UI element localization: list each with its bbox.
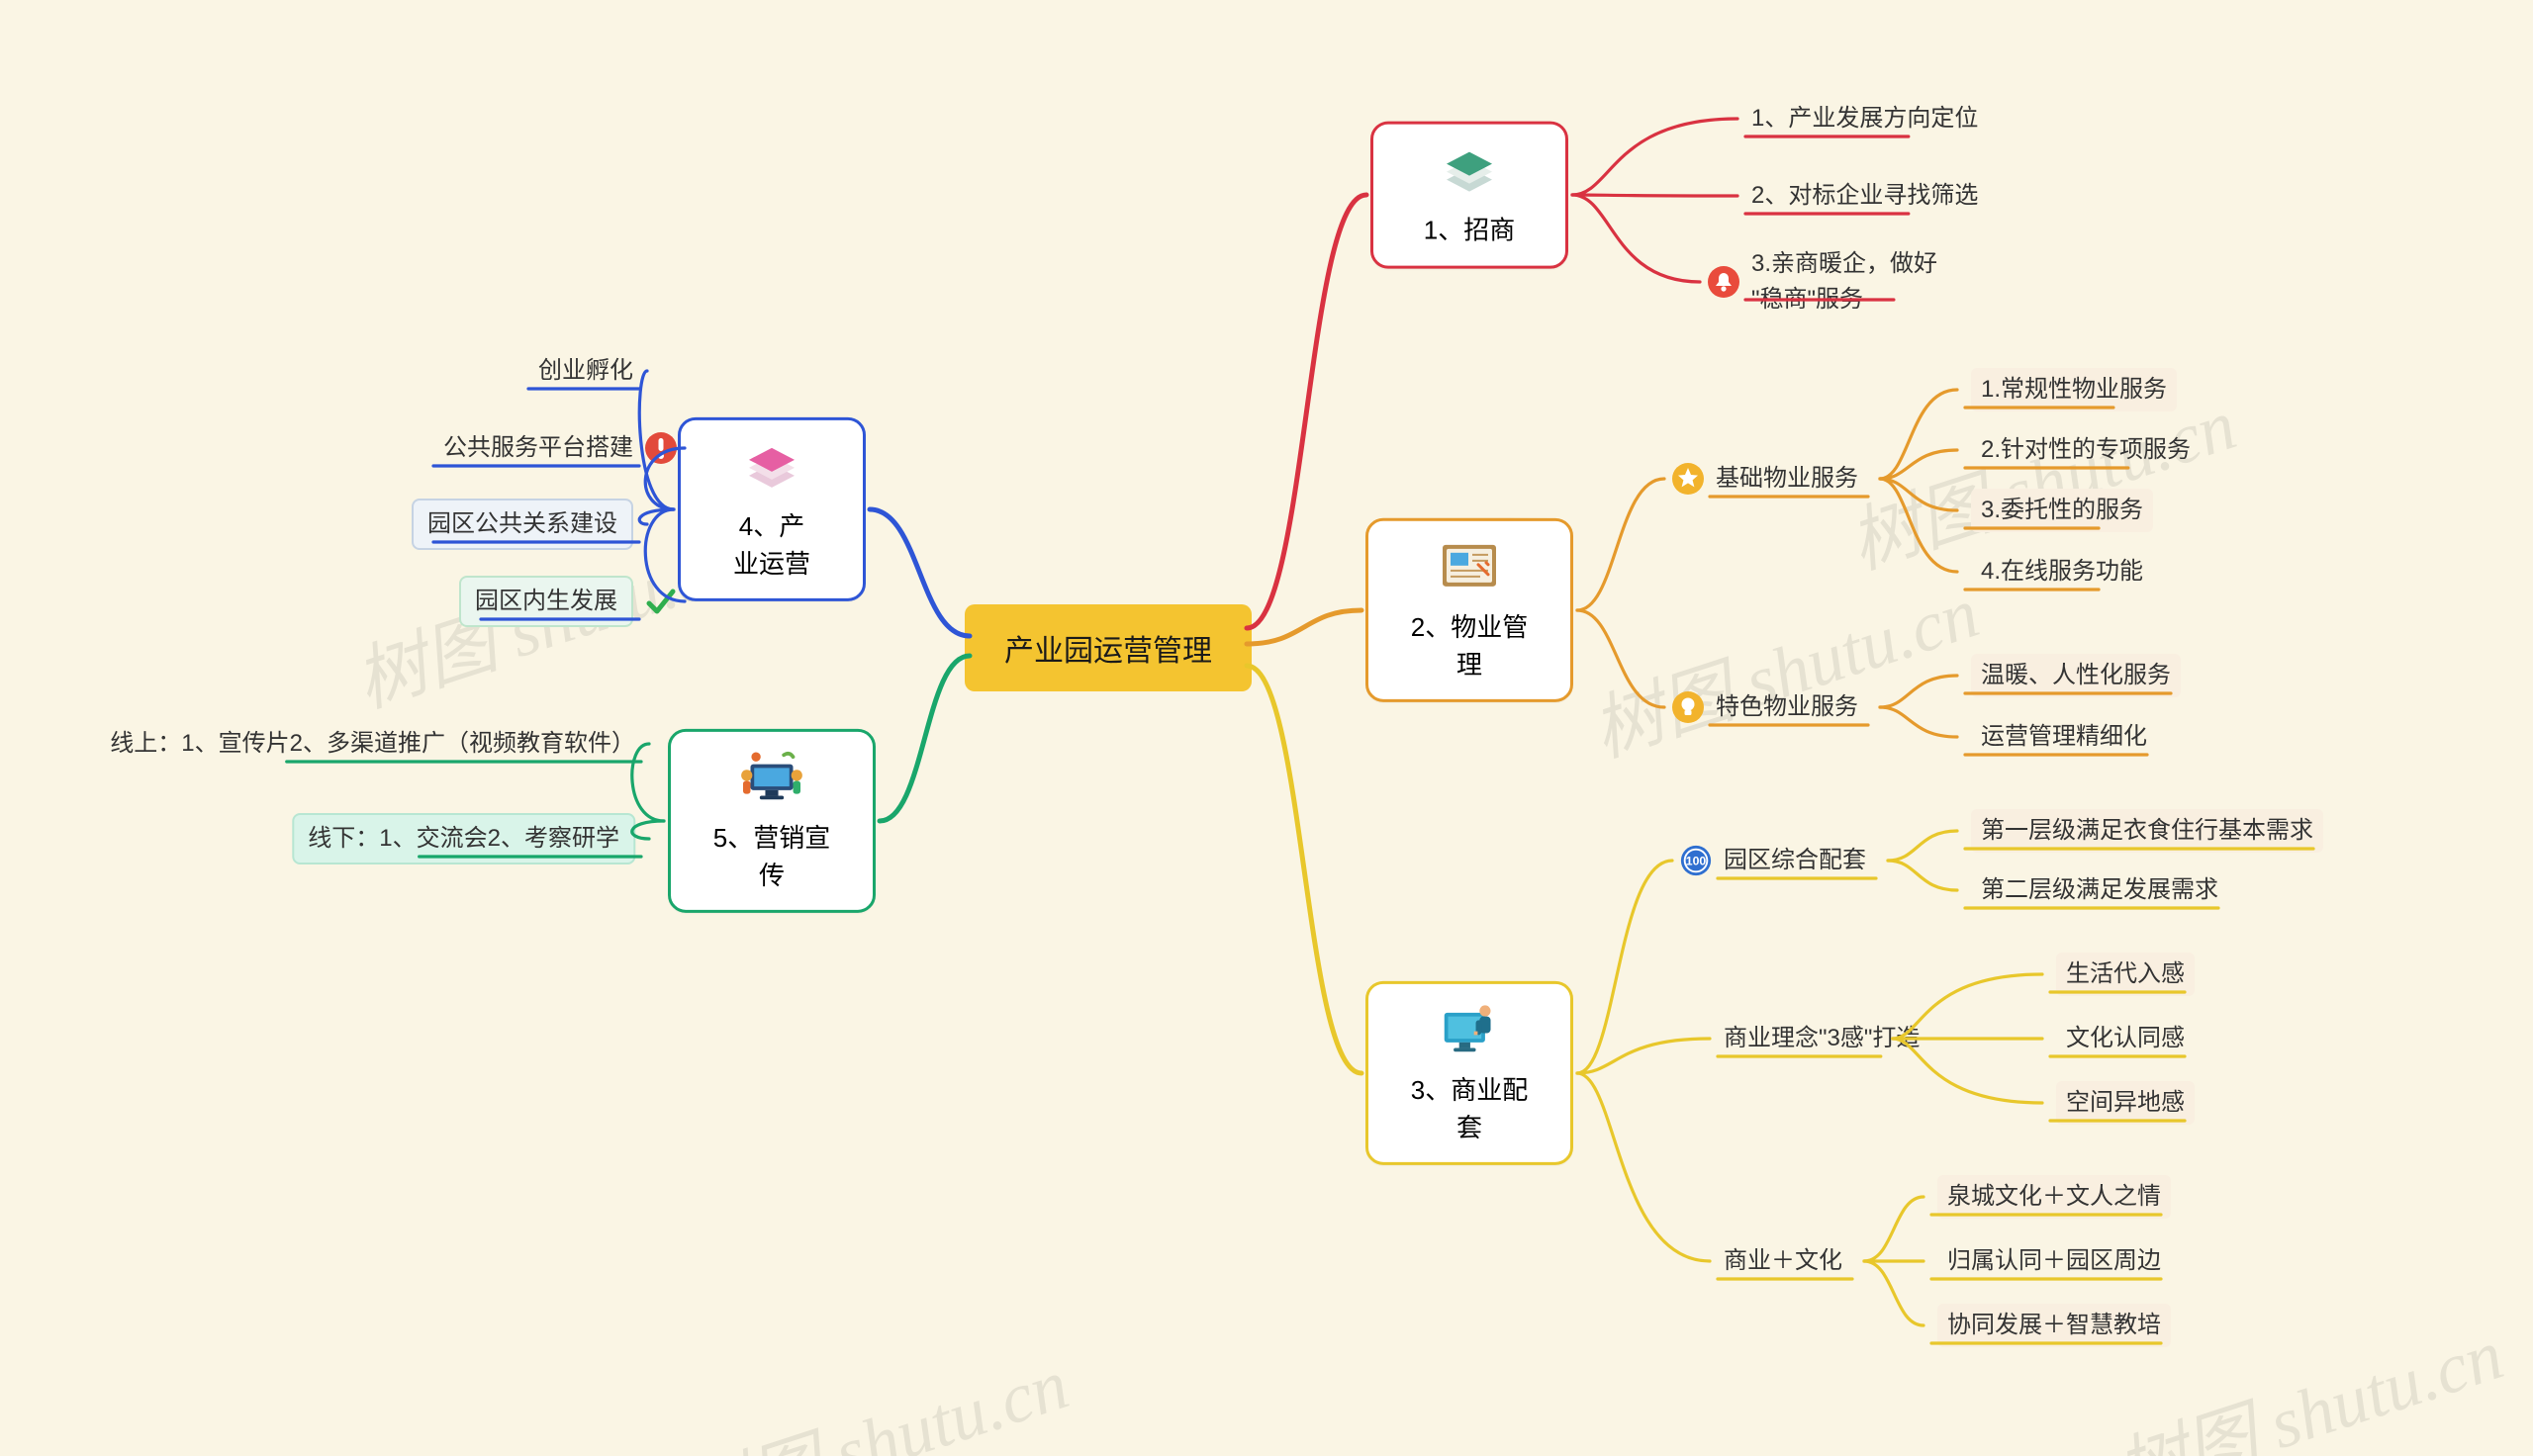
badge-icon bbox=[1671, 462, 1705, 496]
leaf[interactable]: 运营管理精细化 bbox=[1971, 715, 2157, 759]
leaf[interactable]: 生活代入感 bbox=[2056, 953, 2195, 996]
leaf[interactable]: 特色物业服务 bbox=[1716, 683, 1858, 731]
leaf[interactable]: 园区综合配套 bbox=[1724, 837, 1866, 884]
branch-label: 5、营销宣传 bbox=[713, 820, 830, 894]
leaf[interactable]: 基础物业服务 bbox=[1716, 455, 1858, 502]
branch-icon bbox=[1435, 140, 1504, 203]
leaf[interactable]: 第二层级满足发展需求 bbox=[1971, 868, 2228, 912]
badge-icon bbox=[644, 431, 678, 465]
leaf[interactable]: 2.针对性的专项服务 bbox=[1971, 428, 2201, 472]
leaf[interactable]: 1、产业发展方向定位 bbox=[1751, 95, 1978, 142]
watermark: 树图 shutu.cn bbox=[667, 1325, 1079, 1456]
watermark: 树图 shutu.cn bbox=[1577, 554, 1990, 776]
branch-label: 4、产业运营 bbox=[733, 508, 810, 583]
branch-label: 2、物业管理 bbox=[1411, 609, 1528, 683]
leaf[interactable]: 温暖、人性化服务 bbox=[1971, 654, 2181, 697]
leaf[interactable]: 归属认同＋园区周边 bbox=[1937, 1239, 2171, 1283]
branch-label: 1、招商 bbox=[1424, 213, 1515, 250]
leaf[interactable]: 泉城文化＋文人之情 bbox=[1937, 1175, 2171, 1219]
badge-icon: 100 bbox=[1679, 844, 1713, 877]
badge-icon bbox=[1707, 265, 1740, 299]
central-topic[interactable]: 产业园运营管理 bbox=[965, 604, 1252, 691]
leaf[interactable]: 公共服务平台搭建 bbox=[443, 424, 633, 472]
branch-node[interactable]: 4、产业运营 bbox=[678, 417, 866, 601]
leaf[interactable]: 3.委托性的服务 bbox=[1971, 489, 2153, 532]
central-label: 产业园运营管理 bbox=[1004, 635, 1212, 668]
branch-node[interactable]: 5、营销宣传 bbox=[668, 729, 876, 913]
svg-text:100: 100 bbox=[1686, 855, 1707, 868]
branch-icon bbox=[737, 436, 806, 499]
branch-icon bbox=[1435, 1000, 1504, 1062]
leaf[interactable]: 协同发展＋智慧教培 bbox=[1937, 1304, 2171, 1347]
leaf[interactable]: 第一层级满足衣食住行基本需求 bbox=[1971, 809, 2323, 853]
leaf[interactable]: 2、对标企业寻找筛选 bbox=[1751, 172, 1978, 220]
branch-label: 3、商业配套 bbox=[1411, 1072, 1528, 1146]
leaf[interactable]: 线上：1、宣传片2、多渠道推广（视频教育软件） bbox=[110, 720, 635, 768]
leaf[interactable]: 3.亲商暖企，做好"稳商"服务 bbox=[1751, 240, 1937, 323]
leaf[interactable]: 园区内生发展 bbox=[459, 576, 633, 627]
leaf[interactable]: 商业理念"3感"打造 bbox=[1724, 1015, 1920, 1062]
leaf[interactable]: 4.在线服务功能 bbox=[1971, 550, 2153, 593]
branch-node[interactable]: 2、物业管理 bbox=[1365, 518, 1573, 702]
leaf[interactable]: 1.常规性物业服务 bbox=[1971, 368, 2177, 411]
leaf[interactable]: 园区公共关系建设 bbox=[412, 499, 633, 550]
leaf[interactable]: 文化认同感 bbox=[2056, 1017, 2195, 1060]
branch-icon bbox=[1435, 537, 1504, 599]
branch-icon bbox=[737, 748, 806, 810]
branch-node[interactable]: 1、招商 bbox=[1370, 122, 1568, 269]
leaf[interactable]: 商业＋文化 bbox=[1724, 1237, 1842, 1285]
leaf[interactable]: 空间异地感 bbox=[2056, 1081, 2195, 1125]
leaf[interactable]: 创业孵化 bbox=[538, 347, 633, 395]
branch-node[interactable]: 3、商业配套 bbox=[1365, 981, 1573, 1165]
badge-icon bbox=[1671, 690, 1705, 724]
leaf[interactable]: 线下：1、交流会2、考察研学 bbox=[292, 813, 635, 864]
badge-icon bbox=[644, 585, 678, 618]
